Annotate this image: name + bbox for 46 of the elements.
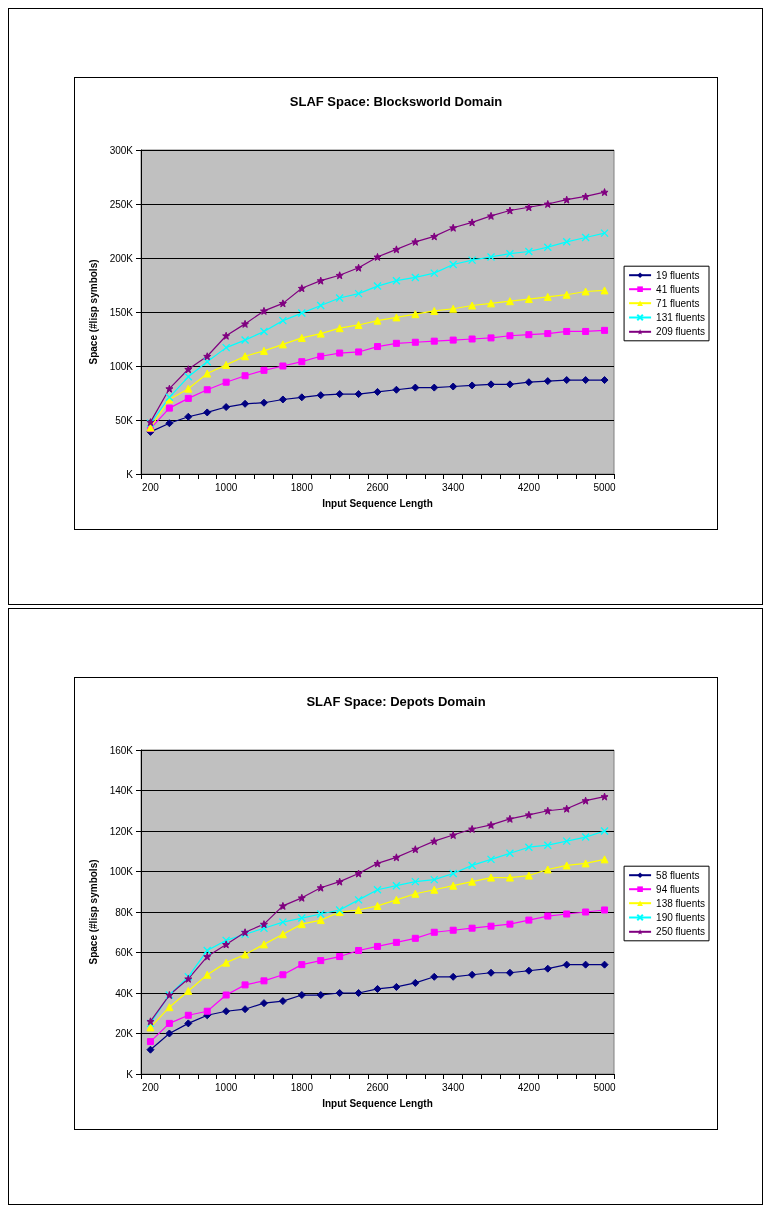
legend-label: 58 fluents xyxy=(656,869,700,881)
y-tick-label: 200K xyxy=(109,252,134,264)
x-tick-label: 3400 xyxy=(442,1081,465,1093)
y-tick-label: 60K xyxy=(115,947,134,958)
x-tick-label: 5000 xyxy=(593,481,617,493)
y-tick-label: 300K xyxy=(109,144,134,156)
y-tick-label: 100K xyxy=(109,866,134,877)
y-axis-title: Space (#lisp symbols) xyxy=(88,259,100,365)
x-tick-label: 4200 xyxy=(517,1081,541,1093)
y-tick-label: 140K xyxy=(109,785,134,796)
x-tick-label: 1800 xyxy=(290,1081,314,1093)
x-tick-label: 4200 xyxy=(517,481,541,493)
x-tick-label: 2600 xyxy=(366,1081,390,1093)
y-tick-label: 100K xyxy=(109,360,134,372)
x-tick-label: 1800 xyxy=(290,481,314,493)
legend-label: 190 fluents xyxy=(656,912,706,923)
y-tick-label: 40K xyxy=(115,987,134,999)
x-axis-title: Input Sequence Length xyxy=(322,497,433,509)
y-axis-title: Space (#lisp symbols) xyxy=(88,859,100,965)
legend-label: 250 fluents xyxy=(656,926,706,938)
x-tick-label: 3400 xyxy=(442,481,465,493)
legend-label: 131 fluents xyxy=(656,312,706,323)
x-tick-label: 1000 xyxy=(215,481,238,493)
y-tick-label: 80K xyxy=(115,906,134,918)
legend-label: 209 fluents xyxy=(656,326,706,338)
x-tick-label: 2600 xyxy=(366,481,390,493)
y-tick-label: K xyxy=(126,1068,134,1080)
x-tick-label: 5000 xyxy=(593,1081,617,1093)
legend-label: 71 fluents xyxy=(656,297,700,309)
legend-label: 94 fluents xyxy=(656,883,700,895)
y-tick-label: 150K xyxy=(109,306,134,318)
x-axis-title: Input Sequence Length xyxy=(322,1097,433,1109)
x-tick-label: 200 xyxy=(142,481,160,493)
y-tick-label: 250K xyxy=(109,198,134,210)
y-tick-label: 50K xyxy=(115,414,134,426)
y-tick-label: 20K xyxy=(115,1028,134,1039)
chart-title: SLAF Space: Depots Domain xyxy=(306,694,486,709)
x-tick-label: 200 xyxy=(142,1081,160,1093)
y-tick-label: 120K xyxy=(109,825,134,837)
legend-label: 19 fluents xyxy=(656,269,700,281)
legend-label: 41 fluents xyxy=(656,283,700,295)
legend-label: 138 fluents xyxy=(656,897,706,909)
x-tick-label: 1000 xyxy=(215,1081,238,1093)
y-tick-label: K xyxy=(126,468,134,480)
chart-title: SLAF Space: Blocksworld Domain xyxy=(289,94,503,109)
y-tick-label: 160K xyxy=(109,744,134,756)
